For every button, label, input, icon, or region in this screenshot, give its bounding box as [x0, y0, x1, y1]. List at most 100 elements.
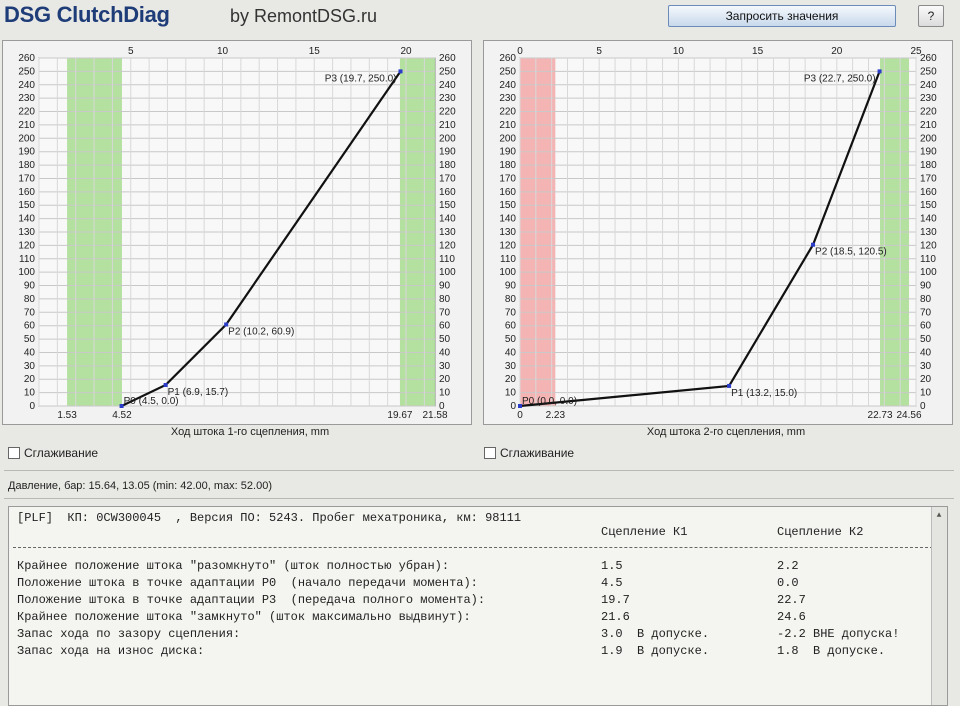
y-tick-label-right: 120 — [920, 240, 937, 251]
y-tick-label-right: 60 — [920, 321, 932, 332]
point-label: P3 (19.7, 250.0) — [325, 73, 397, 84]
y-tick-label: 90 — [505, 281, 517, 292]
y-tick-label: 200 — [18, 133, 35, 144]
smoothing-label-k2: Сглаживание — [500, 446, 575, 460]
point-label: P2 (18.5, 120.5) — [815, 247, 887, 258]
y-tick-label-right: 90 — [920, 281, 932, 292]
y-tick-label-right: 80 — [920, 294, 932, 305]
y-tick-label-right: 60 — [439, 321, 451, 332]
y-tick-label: 0 — [510, 401, 516, 412]
y-tick-label: 100 — [499, 267, 516, 278]
y-tick-label: 40 — [24, 347, 36, 358]
x-tick-label: 20 — [400, 46, 412, 57]
x-bottom-tick-label: 2.23 — [546, 410, 566, 421]
y-tick-label-right: 130 — [439, 227, 456, 238]
report-row-k1-value: 3.0 В допуске. — [601, 627, 710, 641]
y-tick-label-right: 0 — [920, 401, 926, 412]
y-tick-label: 130 — [18, 227, 35, 238]
x-bottom-tick-label: 4.52 — [112, 410, 132, 421]
y-tick-label: 240 — [18, 80, 35, 91]
request-values-button[interactable]: Запросить значения — [668, 5, 896, 27]
x-tick-label: 5 — [596, 46, 602, 57]
y-tick-label-right: 50 — [439, 334, 451, 345]
y-tick-label: 30 — [24, 361, 36, 372]
smoothing-checkbox-k1[interactable]: Сглаживание — [8, 446, 98, 460]
y-tick-label: 210 — [499, 120, 516, 131]
report-row-label: Запас хода по зазору сцепления: — [17, 627, 241, 641]
x-bottom-tick-label: 24.56 — [897, 410, 922, 421]
y-tick-label: 90 — [24, 281, 36, 292]
y-tick-label: 180 — [18, 160, 35, 171]
series-line — [519, 70, 881, 408]
y-tick-label: 240 — [499, 80, 516, 91]
y-tick-label: 60 — [24, 321, 36, 332]
series-line — [121, 70, 402, 407]
y-tick-label-right: 70 — [920, 307, 932, 318]
y-tick-label-right: 230 — [920, 93, 937, 104]
chart-clutch-1-xlabel: Ход штока 1-го сцепления, mm — [170, 426, 330, 438]
y-tick-label-right: 230 — [439, 93, 456, 104]
report-row-k2-value: 2.2 — [777, 559, 799, 573]
y-tick-label-right: 200 — [920, 133, 937, 144]
x-tick-label: 0 — [517, 46, 523, 57]
x-tick-label: 5 — [128, 46, 134, 57]
data-point — [811, 242, 816, 247]
y-tick-label-right: 220 — [439, 107, 456, 118]
data-point — [163, 382, 168, 387]
point-label: P1 (13.2, 15.0) — [731, 388, 797, 399]
y-tick-label-right: 130 — [920, 227, 937, 238]
report-scrollbar[interactable]: ▲ — [931, 507, 947, 705]
y-tick-label: 40 — [505, 347, 517, 358]
checkbox-icon[interactable] — [484, 447, 496, 459]
app-header: DSG ClutchDiag by RemontDSG.ru Запросить… — [0, 0, 960, 36]
y-tick-label: 230 — [18, 93, 35, 104]
y-tick-label: 30 — [505, 361, 517, 372]
smoothing-label-k1: Сглаживание — [24, 446, 99, 460]
y-tick-label-right: 40 — [439, 347, 451, 358]
y-tick-label: 10 — [505, 388, 517, 399]
app-author: by RemontDSG.ru — [230, 6, 378, 26]
report-row-k1-value: 1.5 — [601, 559, 623, 573]
y-tick-label-right: 180 — [920, 160, 937, 171]
y-tick-label: 20 — [505, 374, 517, 385]
x-bottom-tick-label: 1.53 — [57, 410, 77, 421]
y-tick-label: 50 — [24, 334, 36, 345]
x-tick-label: 10 — [217, 46, 229, 57]
y-tick-label: 120 — [18, 240, 35, 251]
y-tick-label-right: 110 — [920, 254, 936, 265]
y-tick-label: 180 — [499, 160, 516, 171]
y-tick-label: 80 — [505, 294, 517, 305]
scroll-up-arrow-icon[interactable]: ▲ — [936, 510, 942, 520]
data-point — [224, 322, 229, 327]
y-tick-label-right: 10 — [439, 388, 451, 399]
y-tick-label: 190 — [499, 147, 516, 158]
x-tick-label: 15 — [309, 46, 321, 57]
x-tick-label: 25 — [910, 46, 922, 57]
y-tick-label: 20 — [24, 374, 36, 385]
y-tick-label-right: 260 — [920, 53, 937, 64]
y-tick-label-right: 240 — [439, 80, 456, 91]
y-tick-label-right: 170 — [920, 173, 937, 184]
data-point — [119, 404, 124, 408]
y-tick-label: 10 — [24, 388, 36, 399]
y-tick-label-right: 20 — [439, 374, 451, 385]
report-row-k2-value: 0.0 — [777, 576, 799, 590]
report-row-label: Крайнее положение штока "разомкнуто" (шт… — [17, 559, 450, 573]
report-row-label: Положение штока в точке адаптации P0 (на… — [17, 576, 478, 590]
smoothing-checkbox-k2[interactable]: Сглаживание — [484, 446, 574, 460]
help-button[interactable]: ? — [918, 5, 944, 27]
report-row-k1-value: 19.7 — [601, 593, 630, 607]
y-tick-label-right: 10 — [920, 388, 932, 399]
y-tick-label: 210 — [18, 120, 35, 131]
y-tick-label-right: 210 — [439, 120, 456, 131]
x-bottom-tick-label: 22.73 — [868, 410, 893, 421]
chart-clutch-2-xlabel: Ход штока 2-го сцепления, mm — [646, 426, 806, 438]
y-tick-label-right: 170 — [439, 173, 456, 184]
y-tick-label-right: 140 — [439, 214, 456, 225]
chart-clutch-2: 0 0 10 10 20 20 30 30 40 40 50 50 60 60 70 70 80 80 90 90 10… — [483, 40, 953, 425]
checkbox-icon[interactable] — [8, 447, 20, 459]
y-tick-label-right: 260 — [439, 53, 456, 64]
data-point — [518, 404, 522, 408]
divider — [4, 470, 954, 471]
